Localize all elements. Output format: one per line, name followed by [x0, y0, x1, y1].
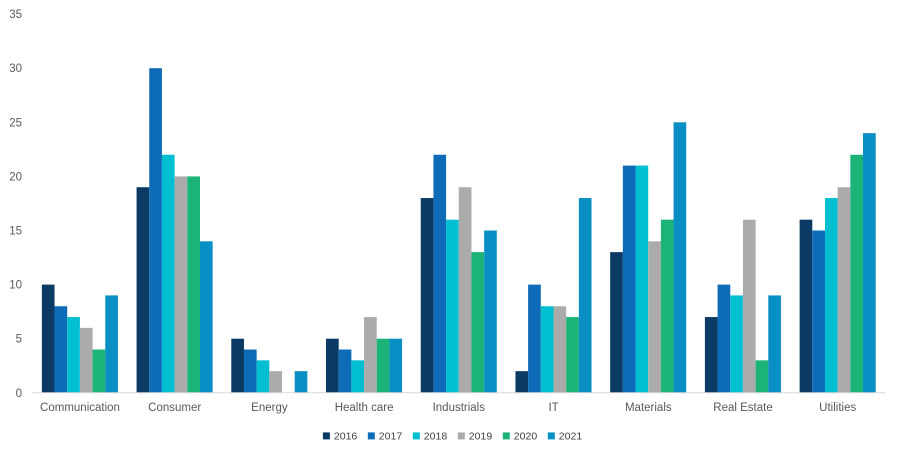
svg-text:Communication: Communication [40, 402, 120, 414]
svg-text:15: 15 [9, 226, 22, 238]
svg-text:20: 20 [9, 171, 22, 183]
svg-text:2016: 2016 [334, 431, 358, 443]
svg-text:0: 0 [16, 388, 22, 400]
svg-text:35: 35 [9, 9, 22, 21]
svg-text:Industrials: Industrials [433, 402, 486, 414]
svg-text:Real Estate: Real Estate [713, 402, 772, 414]
svg-text:10: 10 [9, 280, 22, 292]
svg-text:IT: IT [548, 402, 558, 414]
svg-text:25: 25 [9, 117, 22, 129]
svg-text:2020: 2020 [514, 431, 538, 443]
svg-text:Materials: Materials [625, 402, 672, 414]
svg-text:2019: 2019 [469, 431, 493, 443]
svg-text:Health care: Health care [335, 402, 394, 414]
svg-text:Energy: Energy [251, 402, 288, 414]
svg-text:2021: 2021 [559, 431, 583, 443]
svg-text:Utilities: Utilities [819, 402, 856, 414]
svg-text:30: 30 [9, 63, 22, 75]
svg-text:Consumer: Consumer [148, 402, 201, 414]
svg-text:2017: 2017 [379, 431, 403, 443]
svg-text:5: 5 [16, 334, 22, 346]
svg-text:2018: 2018 [424, 431, 448, 443]
